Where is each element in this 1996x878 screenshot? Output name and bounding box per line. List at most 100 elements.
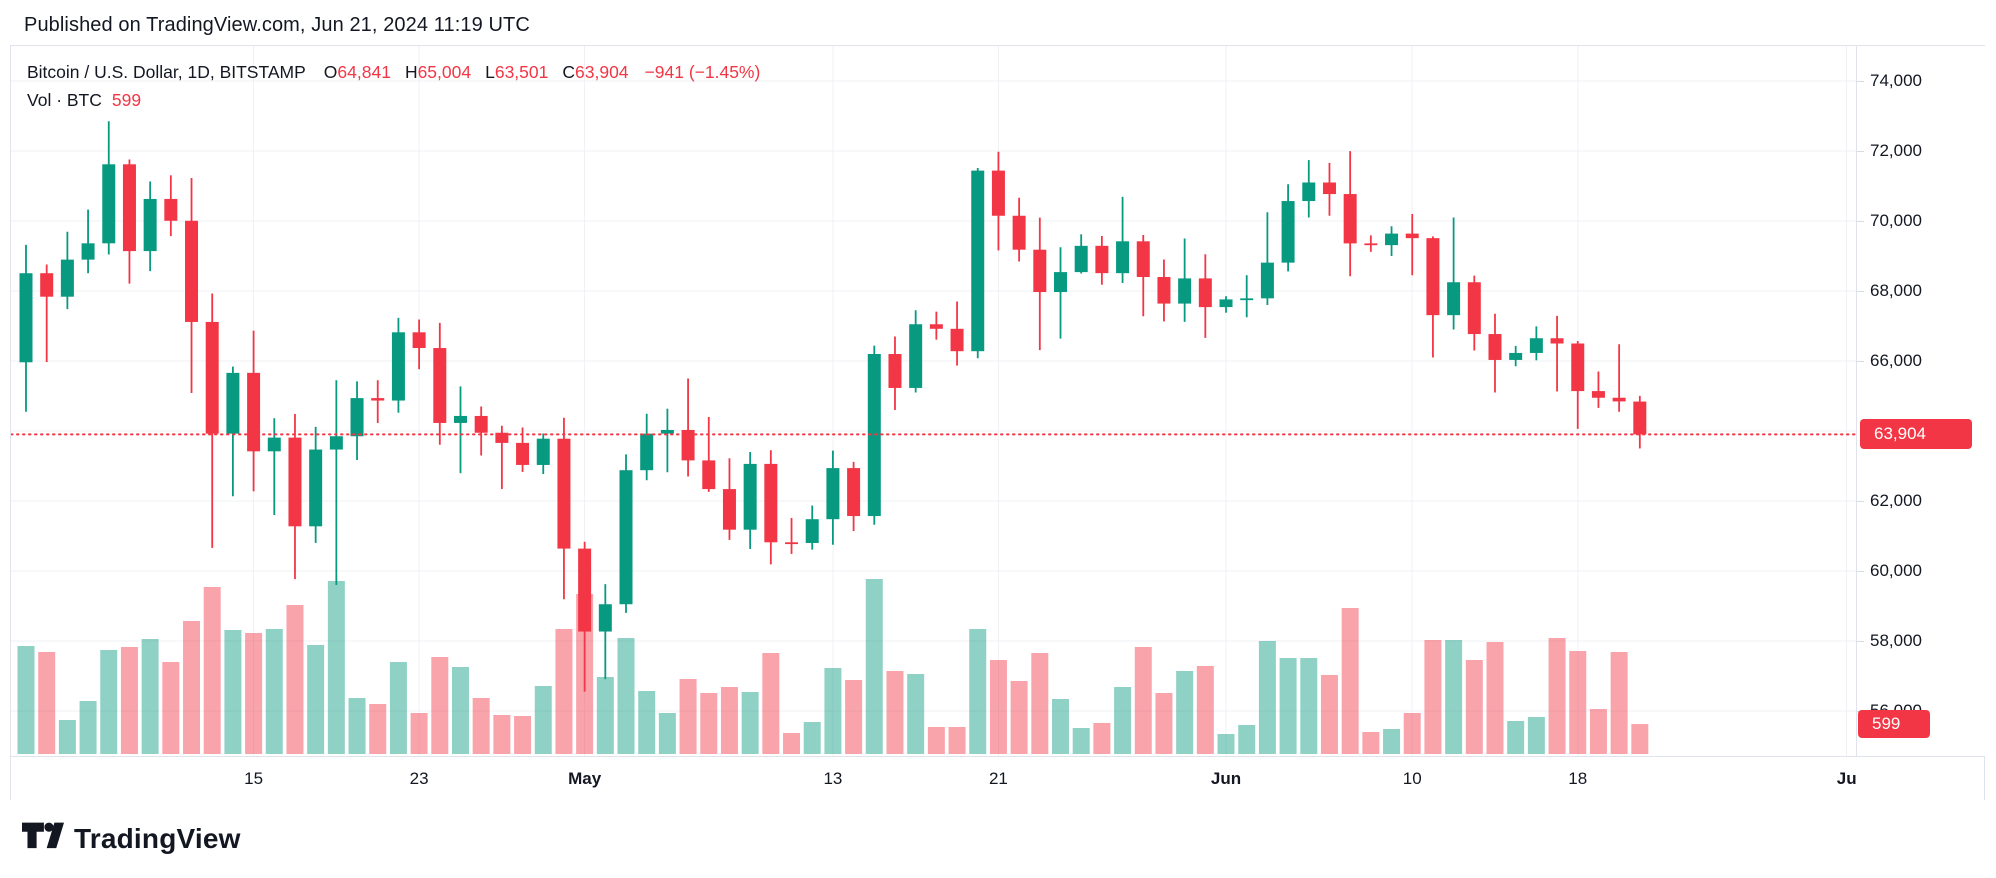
volume-bar [141,639,159,754]
candle-body [971,170,985,352]
price-axis-label: 62,000 [1857,491,1922,511]
volume-bar [1507,721,1525,754]
volume-bar [162,662,180,754]
candle-body [1612,397,1626,402]
candle-body [1405,233,1419,239]
volume-bar [638,691,656,754]
candle-body [19,273,33,363]
volume-legend-row[interactable]: Vol · BTC 599 [27,86,760,114]
candle-body [1136,241,1150,277]
volume-bar [741,692,759,754]
price-axis-label: 72,000 [1857,141,1922,161]
volume-bar [1258,641,1276,754]
volume-bar [348,698,366,754]
candle-body [991,170,1005,216]
volume-bar [1589,709,1607,754]
candle-body [495,432,509,443]
chart-legend: Bitcoin / U.S. Dollar, 1D, BITSTAMP O64,… [27,58,760,114]
volume-bar [865,579,883,754]
price-axis-tick-mark [1857,80,1864,82]
candle-body [40,273,54,297]
volume-bar [369,704,387,754]
volume-bar [803,722,821,754]
tradingview-logo-text: TradingView [74,823,241,854]
volume-bar [1093,723,1111,754]
volume-bar [700,693,718,754]
volume-bar [286,605,304,754]
candle-body [1571,343,1585,392]
symbol-legend-row[interactable]: Bitcoin / U.S. Dollar, 1D, BITSTAMP O64,… [27,58,760,86]
time-axis[interactable]: 15 23 May 13 21 Jun 10 18 Ju [11,756,1984,800]
volume-bar [824,668,842,754]
candle-body [950,328,964,352]
time-axis-tick: 13 [823,768,843,788]
volume-bar [1052,699,1069,754]
volume-bar [658,713,676,754]
volume-bar [431,657,449,754]
volume-bar [534,686,552,754]
volume-bar [389,662,407,754]
volume-bar [596,677,614,754]
volume-bar [1238,725,1256,754]
candle-body [681,429,695,461]
volume-bar [1279,658,1297,754]
candle-body [453,415,467,423]
candle-body [1385,233,1399,246]
candle-body [1550,338,1564,344]
candle-body [81,243,95,260]
volume-bar [203,587,221,754]
volume-bar [327,581,345,754]
volume-bar [1362,732,1380,754]
volume-bar [1196,666,1214,754]
candle-body [1591,391,1605,398]
candle-body [164,198,178,221]
time-axis-tick: Ju [1836,768,1857,788]
volume-bar [514,716,532,754]
time-axis-tick: 15 [244,768,264,788]
volume-bar [1300,658,1318,754]
price-axis[interactable]: 56,00058,00060,00062,00066,00068,00070,0… [1856,46,1985,756]
time-axis-tick: 23 [409,768,429,788]
volume-bar [948,727,966,754]
volume-bar [720,687,738,754]
volume-bar [183,621,201,754]
symbol-title: Bitcoin / U.S. Dollar, 1D, BITSTAMP [27,62,306,82]
candle-body [1509,352,1523,360]
volume-bar [1445,640,1463,754]
price-axis-tick-mark [1857,640,1864,642]
chart-pane[interactable] [11,46,1856,756]
candle-body [391,332,405,401]
candle-body [1633,401,1647,435]
volume-bar [762,653,780,754]
candle-body [1281,201,1295,263]
volume-bar [307,645,325,754]
volume-bar [38,652,56,754]
price-axis-label: 58,000 [1857,631,1922,651]
candle-body [909,324,923,388]
volume-bar [845,680,863,754]
candle-body [619,470,633,605]
tradingview-brand[interactable]: TradingView [22,820,241,858]
volume-bar [617,638,635,754]
volume-bar [58,720,76,754]
candle-body [60,259,74,297]
time-axis-tick: 21 [988,768,1008,788]
price-axis-tick-mark [1857,570,1864,572]
volume-value: 599 [111,90,142,110]
volume-bar [245,633,263,754]
volume-bar [886,671,904,754]
volume-tag: 599 [1858,710,1930,739]
price-axis-tick-mark [1857,220,1864,222]
volume-bar [472,698,490,754]
last-price-tag: 63,904 [1860,419,1972,450]
volume-bar [1155,693,1173,754]
time-axis-tick: 18 [1568,768,1588,788]
candle-body [102,164,116,244]
volume-bar [1031,653,1049,754]
time-axis-tick: May [568,768,602,788]
candle-body [474,415,488,433]
volume-bar [1383,729,1401,754]
candle-body [743,463,757,530]
volume-bar [1320,675,1338,754]
candle-body [267,437,281,452]
